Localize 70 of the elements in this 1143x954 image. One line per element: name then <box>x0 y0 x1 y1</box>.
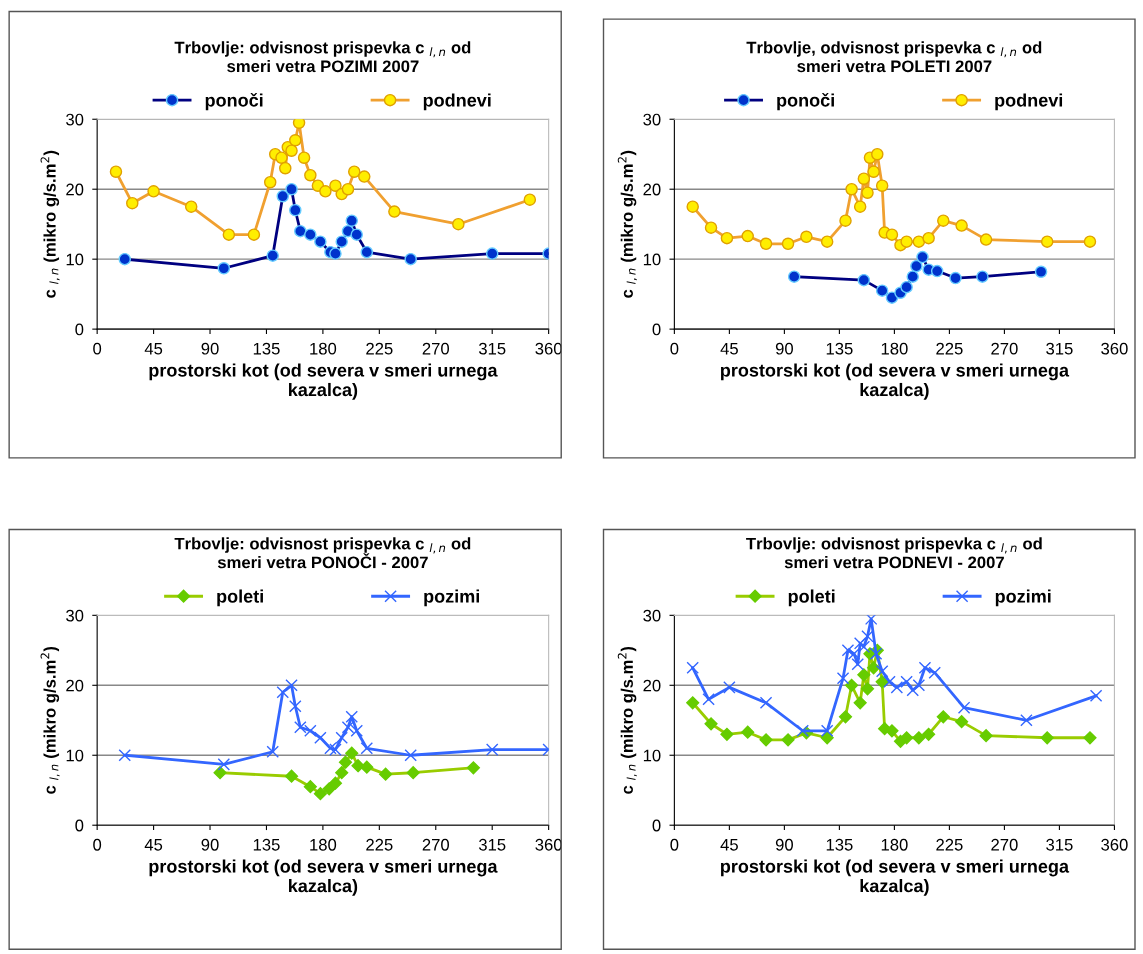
x-tick-label: 270 <box>991 838 1018 851</box>
x-tick-label: 180 <box>881 838 908 851</box>
y-axis-title: c $_{l,n}$ (mikro g/s.m$^{2}$) <box>617 646 637 794</box>
x-tick-label: 315 <box>478 342 506 355</box>
x-tick-label: 135 <box>253 342 280 355</box>
y-tick-label: 20 <box>66 679 84 692</box>
legend-label: pozimi <box>995 589 1051 607</box>
legend-label: poleti <box>217 589 263 607</box>
x-tick-label: 225 <box>936 838 963 851</box>
legend-label: podnevi <box>995 93 1063 111</box>
y-axis-title: c $_{l,n}$ (mikro g/s.m$^{2}$) <box>40 150 60 298</box>
x-tick-label: 45 <box>144 839 163 851</box>
y-tick-label: 30 <box>66 609 84 622</box>
chart-title: Trbovlje: odvisnost prispevka c $_{l,n}$ od smeri vetra POZIMI 2007 <box>174 41 471 73</box>
y-tick-label: 0 <box>652 819 661 832</box>
legend-label: ponoči <box>777 93 834 111</box>
chart-title: Trbovlje: odvisnost prispevka c $_{l,n}$ od smeri vetra PONOČI - 2007 <box>174 537 471 569</box>
x-tick-label: 0 <box>93 838 102 851</box>
x-tick-label: 0 <box>670 342 679 355</box>
y-tick-label: 0 <box>652 323 661 336</box>
x-tick-label: 270 <box>991 342 1018 355</box>
x-tick-label: 360 <box>1101 342 1128 355</box>
legend-label: podnevi <box>423 93 491 111</box>
y-tick-label: 20 <box>66 183 84 196</box>
chart-title: Trbovlje, odvisnost prispevka c $_{l,n}$ od smeri vetra POLETI 2007 <box>746 41 1042 73</box>
x-tick-label: 135 <box>826 838 853 851</box>
x-tick-label: 315 <box>1046 342 1073 355</box>
x-tick-label: 360 <box>1101 838 1128 851</box>
x-tick-label: 225 <box>936 342 963 355</box>
x-tick-label: 90 <box>201 342 219 355</box>
x-tick-label: 315 <box>478 838 506 851</box>
x-tick-label: 45 <box>144 342 163 355</box>
x-tick-label: 90 <box>201 838 219 851</box>
x-tick-label: 270 <box>422 838 450 851</box>
x-tick-label: 270 <box>422 342 450 355</box>
y-axis-title: c $_{l,n}$ (mikro g/s.m$^{2}$) <box>617 150 637 298</box>
x-axis-title: prostorski kot (od severa v smeri urnega kazalca) <box>149 859 498 896</box>
legend-label: poleti <box>788 589 835 607</box>
y-tick-label: 30 <box>643 113 661 126</box>
x-axis-title: prostorski kot (od severa v smeri urnega kazalca) <box>721 363 1070 400</box>
x-tick-label: 45 <box>720 342 738 355</box>
x-axis-title: prostorski kot (od severa v smeri urnega kazalca) <box>721 859 1070 896</box>
y-tick-label: 20 <box>643 183 661 196</box>
x-axis-title: prostorski kot (od severa v smeri urnega kazalca) <box>149 363 498 400</box>
y-tick-label: 10 <box>643 749 661 762</box>
y-tick-label: 20 <box>643 679 661 692</box>
x-tick-label: 135 <box>253 838 280 851</box>
x-tick-label: 90 <box>775 342 793 355</box>
x-tick-label: 45 <box>720 839 738 851</box>
y-tick-label: 30 <box>643 609 661 622</box>
x-tick-label: 315 <box>1046 838 1073 851</box>
x-tick-label: 90 <box>775 838 793 851</box>
x-tick-label: 225 <box>366 342 393 355</box>
x-tick-label: 180 <box>310 838 337 851</box>
y-tick-label: 0 <box>75 819 84 832</box>
x-tick-label: 180 <box>310 342 337 355</box>
x-tick-label: 135 <box>826 342 853 355</box>
y-tick-label: 10 <box>643 253 661 266</box>
y-tick-label: 30 <box>66 113 84 126</box>
x-tick-label: 180 <box>881 342 908 355</box>
x-tick-label: 0 <box>93 342 102 355</box>
legend-label: pozimi <box>424 589 479 607</box>
x-tick-label: 0 <box>670 838 679 851</box>
y-tick-label: 10 <box>66 749 84 762</box>
y-tick-label: 10 <box>66 253 84 266</box>
chart-title: Trbovlje: odvisnost prispevka c $_{l,n}$ od smeri vetra PODNEVI - 2007 <box>746 537 1042 569</box>
y-tick-label: 0 <box>75 323 84 336</box>
y-axis-title: c $_{l,n}$ (mikro g/s.m$^{2}$) <box>40 646 60 794</box>
x-tick-label: 225 <box>366 838 393 851</box>
legend-label: ponoči <box>205 93 263 111</box>
